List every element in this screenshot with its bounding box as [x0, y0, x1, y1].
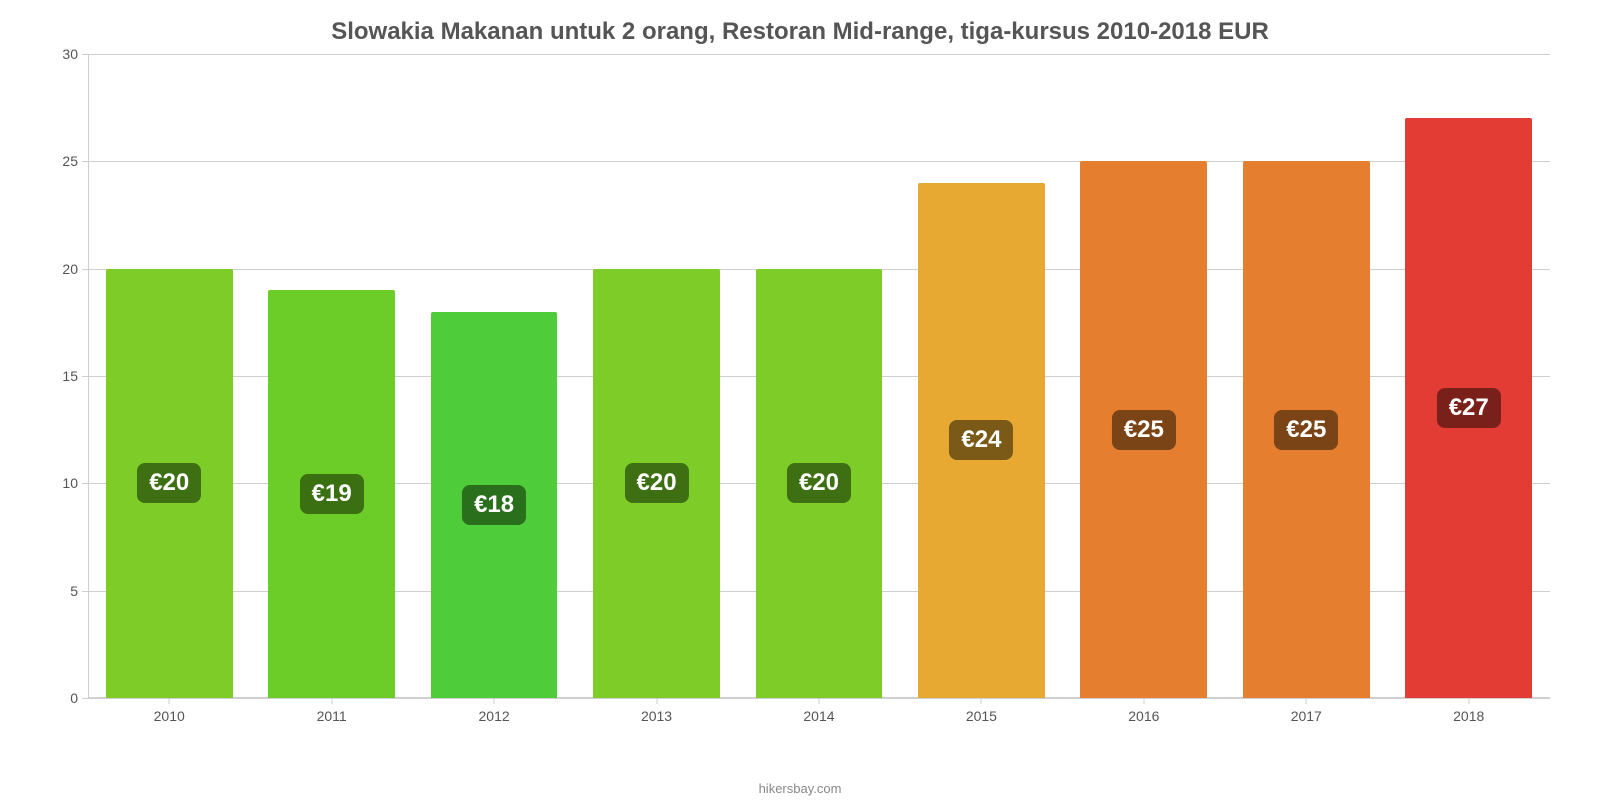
- x-axis-label: 2018: [1388, 698, 1550, 734]
- y-axis-label: 15: [62, 368, 88, 384]
- x-axis-label: 2013: [575, 698, 737, 734]
- x-tick: [331, 698, 332, 704]
- bar-value-label: €25: [1112, 410, 1176, 450]
- x-axis-label: 2011: [250, 698, 412, 734]
- x-axis-labels: 2010 2011 2012 2013 2014 2015 2016 2017 2018: [88, 698, 1550, 734]
- x-axis-label: 2014: [738, 698, 900, 734]
- bar-slot: €19: [250, 54, 412, 698]
- plot-inner: 051015202530 €20€19€18€20€20€24€25€25€27: [88, 54, 1550, 698]
- x-tick: [494, 698, 495, 704]
- y-axis-label: 5: [70, 583, 88, 599]
- chart-title: Slowakia Makanan untuk 2 orang, Restoran…: [40, 18, 1560, 46]
- bar-slot: €18: [413, 54, 575, 698]
- x-axis-label-text: 2012: [479, 708, 510, 724]
- bar-value-label: €24: [949, 420, 1013, 460]
- bar-value-label: €27: [1437, 388, 1501, 428]
- x-axis-label: 2016: [1063, 698, 1225, 734]
- bar-slot: €20: [88, 54, 250, 698]
- x-axis-label: 2012: [413, 698, 575, 734]
- x-tick: [169, 698, 170, 704]
- x-axis-label-text: 2010: [154, 708, 185, 724]
- bar-slot: €24: [900, 54, 1062, 698]
- y-axis-label: 20: [62, 261, 88, 277]
- bars-container: €20 €19 €18 €20 €20 €24 €25 €25 €27: [88, 54, 1550, 698]
- bar-slot: €27: [1388, 54, 1550, 698]
- bar-chart: Slowakia Makanan untuk 2 orang, Restoran…: [0, 0, 1600, 800]
- x-axis-label-text: 2011: [317, 708, 347, 724]
- bar-slot: €25: [1063, 54, 1225, 698]
- x-axis-label-text: 2016: [1128, 708, 1159, 724]
- x-axis-label-text: 2014: [803, 708, 834, 724]
- bar-value-label: €19: [300, 474, 364, 514]
- plot-area: 051015202530 €20€19€18€20€20€24€25€25€27…: [40, 54, 1560, 734]
- bar-slot: €20: [575, 54, 737, 698]
- x-tick: [1306, 698, 1307, 704]
- y-axis-label: 10: [62, 475, 88, 491]
- x-axis-label-text: 2018: [1453, 708, 1484, 724]
- bar-slot: €25: [1225, 54, 1387, 698]
- x-axis-label-text: 2015: [966, 708, 997, 724]
- x-tick: [656, 698, 657, 704]
- x-axis-label: 2015: [900, 698, 1062, 734]
- y-axis-label: 30: [62, 46, 88, 62]
- credit-text: hikersbay.com: [759, 781, 842, 796]
- bar-value-label: €18: [462, 485, 526, 525]
- x-axis-label: 2010: [88, 698, 250, 734]
- y-axis-label: 25: [62, 153, 88, 169]
- x-tick: [818, 698, 819, 704]
- bar-value-label: €20: [137, 463, 201, 503]
- bar-value-label: €25: [1274, 410, 1338, 450]
- x-axis-label-text: 2013: [641, 708, 672, 724]
- x-axis-label-text: 2017: [1291, 708, 1322, 724]
- x-tick: [1143, 698, 1144, 704]
- bar-value-label: €20: [625, 463, 689, 503]
- x-tick: [981, 698, 982, 704]
- bar-slot: €20: [738, 54, 900, 698]
- x-tick: [1468, 698, 1469, 704]
- bar-value-label: €20: [787, 463, 851, 503]
- x-axis-label: 2017: [1225, 698, 1387, 734]
- y-axis-label: 0: [70, 690, 88, 706]
